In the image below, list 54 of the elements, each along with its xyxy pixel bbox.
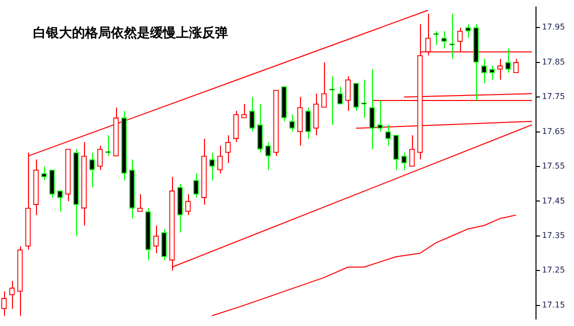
candlestick [505, 48, 511, 74]
candlestick [465, 24, 471, 39]
candlestick [153, 224, 159, 254]
candlestick [41, 166, 47, 181]
candlestick [97, 145, 103, 170]
y-tick-label: 17.85 [542, 57, 565, 66]
candlestick [137, 194, 143, 212]
candlestick [225, 134, 231, 164]
candlestick [1, 290, 7, 316]
y-tick-label: 17.45 [542, 196, 565, 206]
candlestick [361, 79, 367, 118]
y-tick-label: 17.75 [542, 92, 565, 102]
candlestick [409, 134, 415, 167]
candlestick [401, 152, 407, 170]
candlestick [433, 30, 439, 46]
candlestick [233, 110, 239, 143]
candlestick [249, 96, 255, 132]
candlestick [217, 145, 223, 174]
candlestick [265, 142, 271, 170]
candlestick [481, 58, 487, 84]
candlestick [497, 58, 503, 80]
candlestick [193, 172, 199, 198]
candlestick [385, 124, 391, 146]
candlestick [321, 62, 327, 108]
candlestick [57, 190, 63, 212]
y-tick-label: 17.55 [542, 162, 565, 171]
candlestick [337, 86, 343, 104]
candlestick [297, 96, 303, 146]
y-tick-label: 17.95 [542, 22, 565, 32]
candlestick [345, 76, 351, 112]
y-tick-label: 17.15 [542, 300, 565, 310]
candlestick [449, 13, 455, 60]
candlestick [377, 100, 383, 132]
y-tick-label: 17.35 [542, 230, 565, 240]
candlestick [289, 114, 295, 132]
candlestick [161, 228, 167, 261]
candlestick [441, 30, 447, 49]
candlestick [89, 152, 95, 188]
candlestick [353, 82, 359, 112]
text: 白银大的格局依然是缓慢上涨反弹 [33, 24, 228, 42]
y-tick-label: 17.25 [542, 266, 565, 275]
y-tick-label: 17.65 [542, 126, 565, 136]
candlestick [9, 280, 15, 310]
candlestick [185, 194, 191, 216]
candlestick [489, 65, 495, 80]
candlestick [513, 58, 519, 74]
candlestick [257, 103, 263, 154]
candlestick [369, 68, 375, 150]
candlestick [313, 93, 319, 136]
candlestick [305, 106, 311, 140]
candlestick [209, 152, 215, 181]
candlestick [241, 103, 247, 118]
candlestick [49, 169, 55, 198]
candlestick [393, 134, 399, 170]
